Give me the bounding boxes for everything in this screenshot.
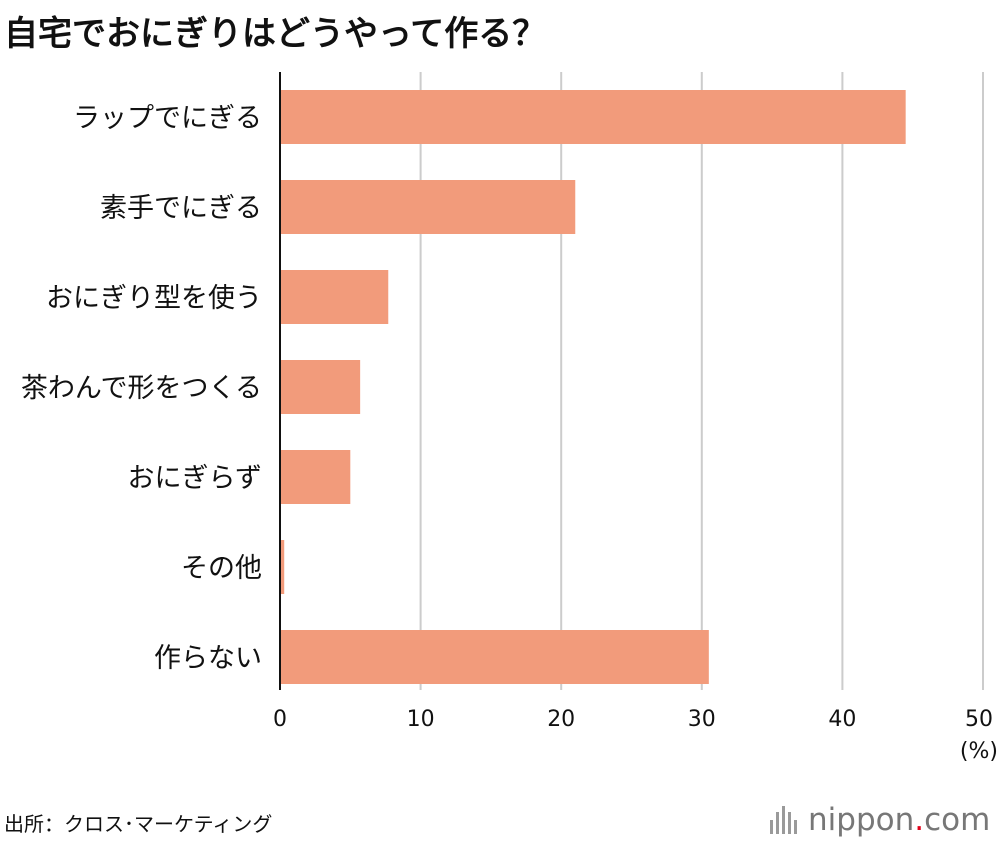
x-tick-label: 30 bbox=[688, 707, 716, 732]
logo-bars-icon bbox=[770, 806, 800, 834]
x-tick-label: 20 bbox=[547, 707, 575, 732]
category-label: その他 bbox=[181, 553, 262, 584]
bar bbox=[280, 360, 361, 414]
bar bbox=[280, 540, 285, 594]
x-tick-label: 40 bbox=[828, 707, 856, 732]
bar bbox=[280, 180, 576, 234]
x-tick-label: 10 bbox=[407, 707, 435, 732]
category-label: 作らない bbox=[154, 643, 262, 674]
logo-text: nippon.com bbox=[808, 802, 991, 838]
chart-title: 自宅でおにぎりはどうやって作る？ bbox=[4, 14, 547, 54]
grid-lines bbox=[419, 72, 984, 690]
x-tick-label: 50 bbox=[965, 707, 993, 732]
bar bbox=[280, 630, 709, 684]
category-label: ラップでにぎる bbox=[73, 103, 262, 134]
category-label: おにぎり型を使う bbox=[46, 283, 262, 314]
bar bbox=[280, 90, 906, 144]
category-label: おにぎらず bbox=[128, 463, 262, 494]
bar-chart: ラップでにぎる素手でにぎるおにぎり型を使う茶わんで形をつくるおにぎらずその他作ら… bbox=[21, 72, 998, 764]
x-tick-label: 0 bbox=[273, 707, 287, 732]
unit-label: (%) bbox=[960, 739, 998, 764]
source-note: 出所：クロス･マーケティング bbox=[4, 812, 273, 836]
x-tick-labels: 0 10 20 30 40 50 bbox=[273, 707, 993, 732]
category-labels: ラップでにぎる素手でにぎるおにぎり型を使う茶わんで形をつくるおにぎらずその他作ら… bbox=[21, 103, 262, 674]
bars bbox=[280, 90, 906, 684]
bar bbox=[280, 270, 389, 324]
category-label: 茶わんで形をつくる bbox=[21, 373, 262, 404]
nippon-logo: nippon.com bbox=[770, 800, 990, 840]
bar bbox=[280, 450, 351, 504]
category-label: 素手でにぎる bbox=[100, 193, 262, 224]
